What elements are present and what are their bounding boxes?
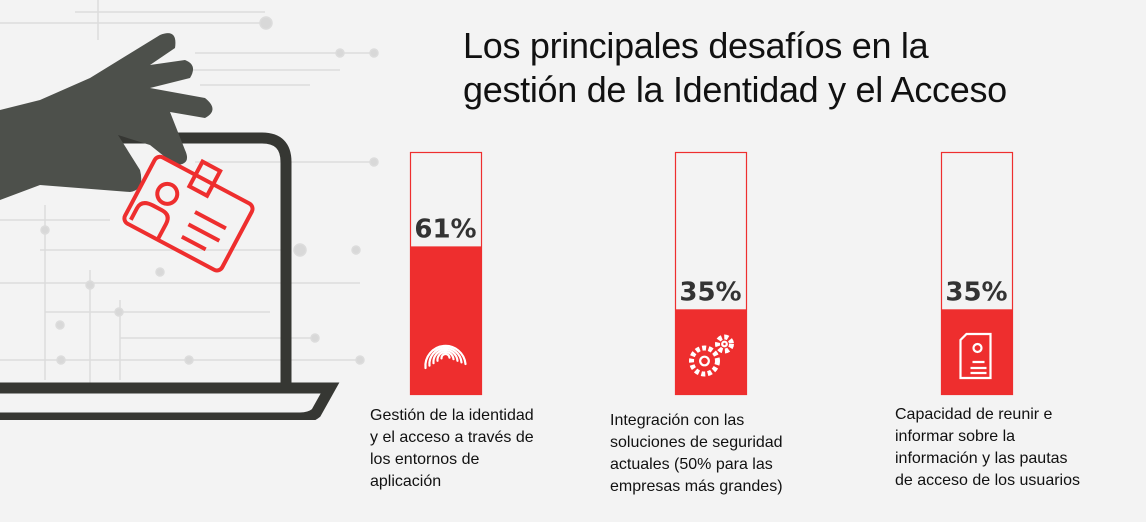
caption-line: informar sobre la <box>895 428 1016 445</box>
title-line: Los principales desafíos en la <box>463 25 929 66</box>
caption-1: Gestión de la identidad y el acceso a tr… <box>370 405 534 493</box>
caption-line: información y las pautas <box>895 450 1068 467</box>
document-user-icon <box>959 332 992 380</box>
caption-2: Integración con las soluciones de seguri… <box>610 410 783 498</box>
gears-icon <box>689 334 734 377</box>
caption-line: de acceso de los usuarios <box>895 472 1080 489</box>
caption-line: actuales (50% para las <box>610 456 773 473</box>
data-label: 35% <box>945 277 1007 307</box>
caption-line: soluciones de seguridad <box>610 434 783 451</box>
hand-icon <box>0 33 213 201</box>
bar-outline <box>674 151 748 396</box>
title-line: gestión de la Identidad y el Acceso <box>463 69 1007 110</box>
circuit-background <box>0 0 379 390</box>
caption-line: aplicación <box>370 473 442 490</box>
hand-laptop-illustration <box>0 0 379 420</box>
data-label: 35% <box>679 277 741 307</box>
caption-line: Capacidad de reunir e <box>895 406 1053 423</box>
caption-line: los entornos de <box>370 451 480 468</box>
bar-outline <box>940 151 1014 396</box>
fingerprint-icon <box>424 344 467 370</box>
page-title: Los principales desafíos en la gestión d… <box>463 24 1007 112</box>
caption-line: Integración con las <box>610 412 745 429</box>
bar-fill <box>410 246 482 394</box>
id-card-icon <box>122 154 255 273</box>
data-label: 61% <box>414 214 476 244</box>
caption-3: Capacidad de reunir e informar sobre la … <box>895 404 1080 492</box>
laptop-icon <box>0 132 340 420</box>
caption-line: y el acceso a través de <box>370 429 534 446</box>
caption-line: empresas más grandes) <box>610 478 783 495</box>
caption-line: Gestión de la identidad <box>370 407 534 424</box>
